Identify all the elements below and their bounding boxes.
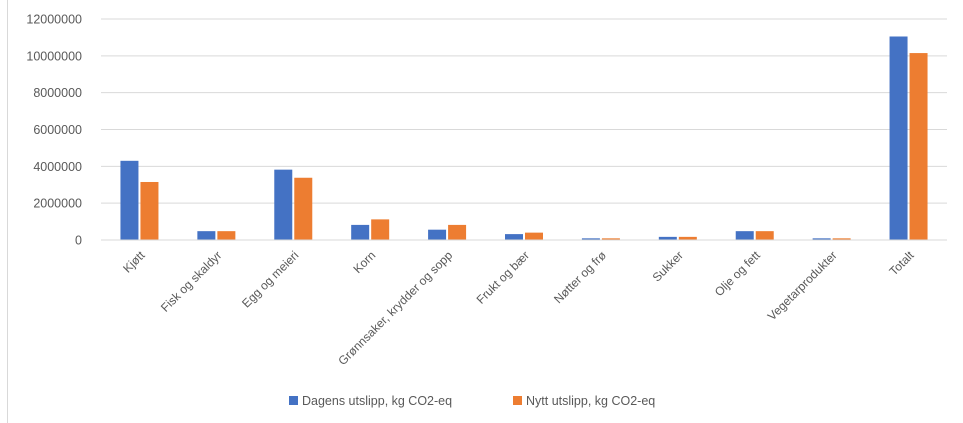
bar-nytt (217, 231, 236, 240)
legend-swatch (289, 396, 298, 405)
bar-nytt (371, 219, 390, 240)
bar-dagens (889, 36, 908, 240)
bar-nytt (909, 53, 928, 241)
bar-nytt (601, 238, 620, 240)
bar-dagens (735, 231, 754, 240)
grid-lines (101, 18, 947, 204)
x-tick-label: Olje og fett (712, 248, 763, 299)
bar-dagens (197, 231, 216, 240)
bar-nytt (678, 236, 697, 240)
x-tick-label: Sukker (650, 248, 686, 284)
bar-nytt (140, 181, 159, 240)
bar-dagens (120, 160, 139, 240)
y-tick-label: 2000000 (33, 197, 82, 211)
bar-nytt (448, 224, 467, 240)
x-axis-categories: Kjøtt Fisk og skaldyr Egg og meieri KornGrø… (120, 248, 917, 368)
y-tick-label: 4000000 (33, 160, 82, 174)
bar-nytt (832, 238, 851, 240)
bar-dagens (274, 169, 293, 240)
bar-dagens (658, 236, 677, 240)
bars (120, 36, 928, 241)
legend-label: Dagens utslipp, kg CO2-eq (302, 394, 452, 408)
bar-dagens (428, 229, 447, 240)
bar-dagens (812, 238, 831, 240)
y-tick-label: 10000000 (26, 49, 82, 63)
x-tick-label: Kjøtt (120, 248, 148, 276)
bar-dagens (581, 238, 600, 240)
legend-swatch (513, 396, 522, 405)
bar-nytt (525, 232, 543, 240)
bar-nytt (294, 177, 313, 240)
y-tick-label: 12000000 (26, 13, 82, 27)
legend-label: Nytt utslipp, kg CO2-eq (526, 394, 655, 408)
bar-dagens (505, 234, 523, 240)
bar-dagens (351, 224, 370, 240)
x-tick-label: Totalt (886, 248, 917, 279)
x-tick-label: Vegetarprodukter (765, 248, 840, 323)
x-tick-label: Fisk og skaldyr (158, 248, 224, 314)
bar-nytt (755, 231, 774, 240)
x-tick-label: Egg og meieri (239, 248, 301, 310)
x-tick-label: Frukt og bær (474, 248, 532, 306)
x-tick-label: Nøtter og frø (551, 248, 609, 306)
y-axis-ticks: 0 2000000 4000000 6000000 8000000 10000000 120… (26, 13, 82, 248)
y-tick-label: 6000000 (33, 123, 82, 137)
legend: Dagens utslipp, kg CO2-eq Nytt utslipp, k… (289, 394, 655, 408)
y-tick-label: 0 (75, 234, 82, 248)
x-tick-label: Korn (350, 248, 378, 276)
y-tick-label: 8000000 (33, 86, 82, 100)
